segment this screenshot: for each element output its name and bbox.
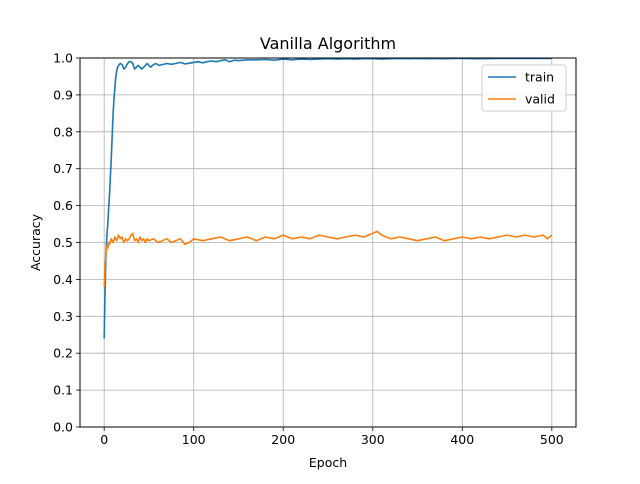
y-axis-label: Accuracy: [28, 213, 43, 271]
series-lines: [103, 57, 553, 339]
x-tick-label: 200: [271, 432, 295, 447]
y-tick-label: 0.6: [53, 198, 73, 213]
series-line-train: [103, 57, 552, 339]
x-tick-label: 400: [450, 432, 474, 447]
grid-lines: [80, 57, 576, 428]
y-tick-label: 0.3: [53, 309, 73, 324]
chart-title: Vanilla Algorithm: [260, 34, 396, 53]
y-tick-label: 0.1: [53, 383, 73, 398]
series-line-valid: [103, 230, 553, 287]
y-tick-label: 0.7: [53, 161, 73, 176]
y-tick-label: 0.5: [53, 235, 73, 250]
x-tick-label: 500: [540, 432, 564, 447]
x-axis-ticks: 0 100 200 300 400 500: [100, 427, 564, 447]
y-axis-ticks: 0.0 0.1 0.2 0.3 0.4 0.5 0.6 0.7 0.8 0.9 1.0: [53, 51, 80, 435]
legend: train valid: [481, 64, 567, 112]
x-tick-label: 300: [361, 432, 385, 447]
y-tick-label: 0.8: [53, 124, 73, 139]
x-tick-label: 100: [182, 432, 206, 447]
y-tick-label: 1.0: [53, 51, 73, 66]
legend-label-valid: valid: [525, 92, 555, 107]
x-tick-label: 0: [100, 432, 108, 447]
x-axis-label: Epoch: [309, 455, 347, 470]
y-tick-label: 0.9: [53, 87, 73, 102]
legend-label-train: train: [525, 70, 554, 85]
y-tick-label: 0.0: [53, 420, 73, 435]
y-tick-label: 0.2: [53, 346, 73, 361]
y-tick-label: 0.4: [53, 272, 73, 287]
